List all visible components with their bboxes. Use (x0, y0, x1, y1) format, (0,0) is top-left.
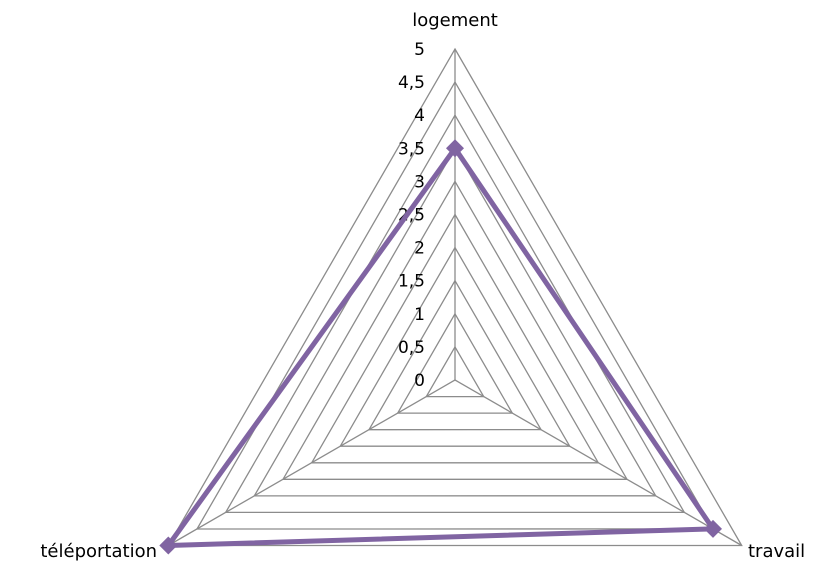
grid-ring (253, 147, 657, 497)
radar-grid (167, 47, 743, 547)
data-point (159, 536, 178, 555)
category-labels: logement travail téléportation (40, 10, 805, 562)
series-line (165, 145, 716, 548)
grid-ring (310, 213, 600, 464)
tick-label: 1 (414, 305, 425, 325)
data-point (446, 139, 464, 158)
tick-label: 3,5 (398, 139, 425, 159)
tick-label: 2 (414, 239, 425, 259)
category-label: téléportation (40, 541, 157, 562)
category-label: travail (748, 541, 805, 562)
grid-ring (281, 180, 629, 480)
tick-label: 1,5 (398, 272, 425, 292)
axis-spoke (454, 379, 743, 547)
tick-label: 3 (414, 172, 425, 192)
grid-ring (367, 279, 543, 431)
grid-ring (396, 312, 514, 414)
grid-ring (195, 80, 715, 530)
tick-label: 5 (414, 40, 425, 60)
grid-ring (425, 345, 485, 398)
axis-spoke (167, 379, 456, 547)
grid-ring (167, 47, 743, 547)
data-point (704, 519, 722, 538)
tick-label: 0,5 (398, 338, 425, 358)
tick-label: 4,5 (398, 73, 425, 93)
data-series (159, 139, 722, 555)
grid-ring (339, 246, 571, 447)
radar-axes (167, 49, 743, 547)
radial-tick-labels: 00,511,522,533,544,55 (398, 40, 425, 391)
category-label: logement (412, 10, 498, 31)
tick-label: 0 (414, 371, 425, 391)
tick-label: 4 (414, 106, 425, 126)
